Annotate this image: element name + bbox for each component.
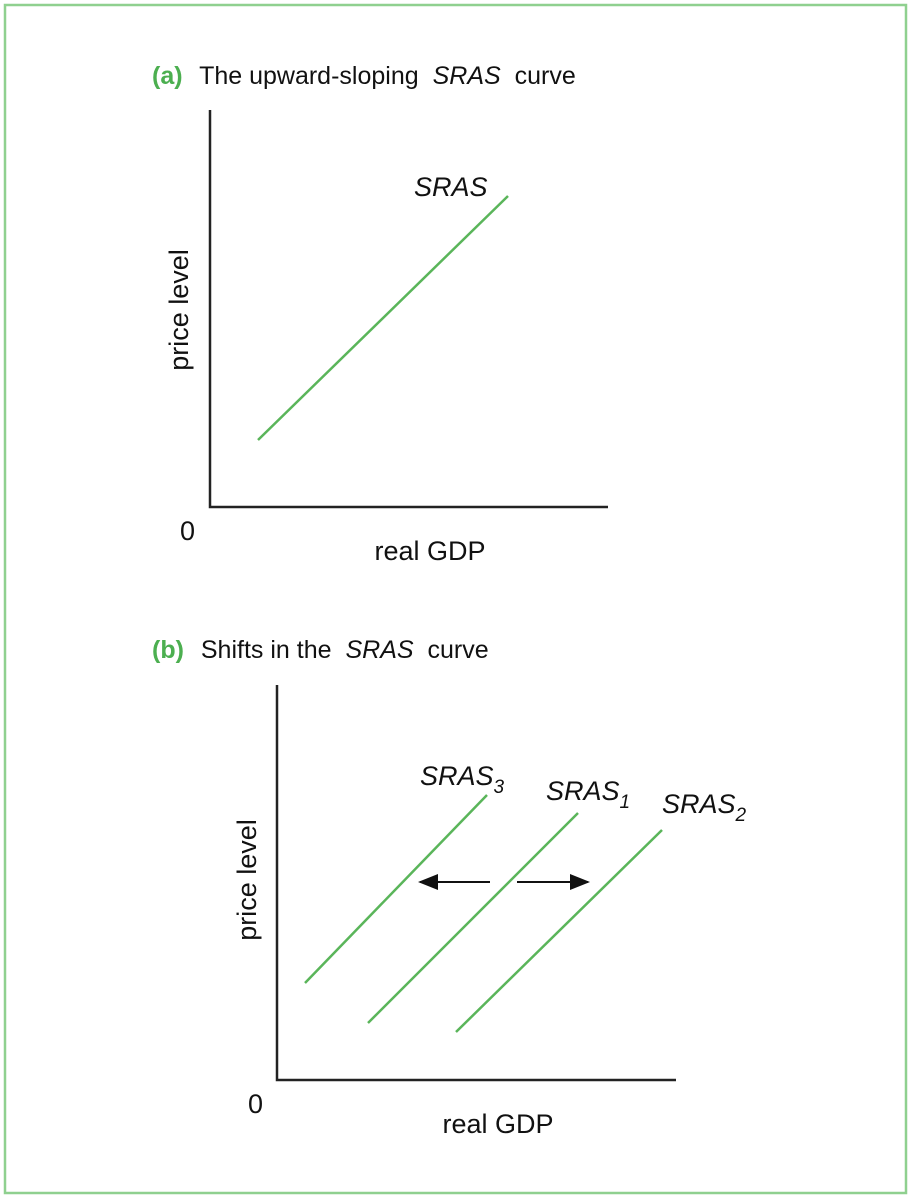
curve-name: SRAS [414, 172, 488, 202]
panel-title: (b) Shifts in the SRAS curve [152, 636, 489, 664]
panel-label: (a) [152, 62, 183, 90]
panel-title: (a) The upward-sloping SRAS curve [152, 62, 576, 90]
curve [367, 812, 579, 1024]
title-text: The upward-sloping [199, 62, 419, 90]
title-italic: SRAS [345, 636, 413, 664]
title-text: Shifts in the [201, 636, 332, 664]
y-axis-label: price level [232, 819, 262, 941]
x-axis-label: real GDP [442, 1109, 553, 1139]
axes [208, 110, 608, 509]
title-italic: SRAS [433, 62, 501, 90]
curve-name: SRAS [662, 789, 736, 819]
curve [304, 794, 488, 984]
curve-label: SRAS3 [420, 761, 505, 798]
curve-name: SRAS [546, 776, 620, 806]
curve-label: SRAS2 [662, 789, 747, 826]
curve-name: SRAS [420, 761, 494, 791]
curve [257, 195, 509, 441]
title-text: curve [428, 636, 489, 664]
curve-subscript: 3 [494, 777, 505, 798]
curve-label: SRAS [414, 172, 488, 202]
origin: 0 [180, 516, 195, 546]
title-text: curve [515, 62, 576, 90]
y-axis-label: price level [164, 249, 194, 371]
panel-label: (b) [152, 636, 184, 664]
x-axis-label: real GDP [374, 536, 485, 566]
curve-subscript: 1 [620, 792, 631, 813]
frame [3, 3, 908, 1195]
origin: 0 [248, 1089, 263, 1119]
curve-subscript: 2 [735, 805, 747, 826]
axes [275, 685, 676, 1082]
curve [455, 829, 663, 1033]
curve-label: SRAS1 [546, 776, 630, 813]
